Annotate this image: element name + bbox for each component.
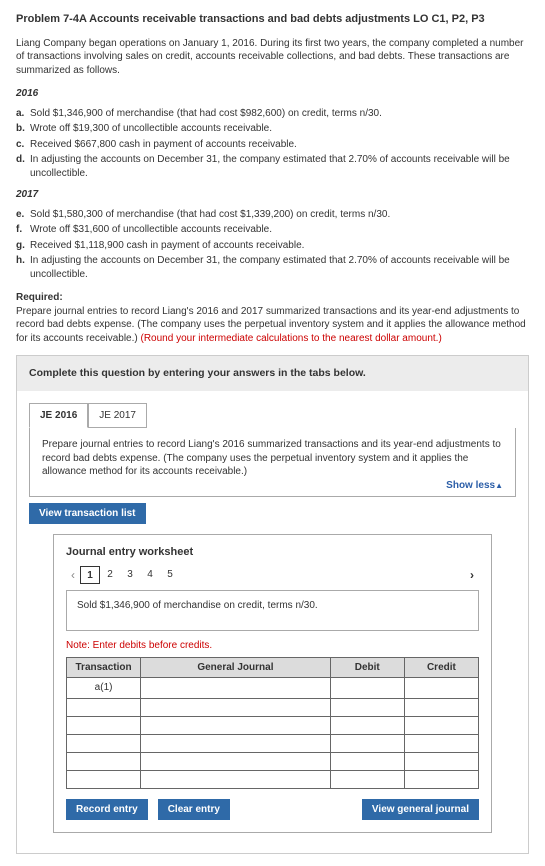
cell-transaction[interactable]	[67, 698, 141, 716]
year-2017-header: 2017	[16, 188, 529, 202]
tab-desc-text: Prepare journal entries to record Liang'…	[42, 439, 501, 477]
cell-debit[interactable]	[330, 770, 404, 788]
item-letter: e.	[16, 208, 30, 222]
view-general-journal-button[interactable]: View general journal	[362, 799, 479, 820]
item-letter: h.	[16, 254, 30, 281]
page-5[interactable]: 5	[160, 566, 180, 584]
cell-credit[interactable]	[404, 734, 478, 752]
cell-transaction[interactable]	[67, 716, 141, 734]
cell-debit[interactable]	[330, 734, 404, 752]
table-row	[67, 734, 479, 752]
tab-je-2017[interactable]: JE 2017	[88, 403, 147, 429]
cell-account[interactable]	[141, 770, 331, 788]
journal-entry-worksheet: Journal entry worksheet ‹ 1 2 3 4 5 › So…	[53, 534, 492, 833]
cell-debit[interactable]	[330, 678, 404, 699]
table-row	[67, 752, 479, 770]
item-text: Wrote off $31,600 of uncollectible accou…	[30, 223, 529, 237]
cell-account[interactable]	[141, 734, 331, 752]
col-debit: Debit	[330, 657, 404, 678]
cell-debit[interactable]	[330, 752, 404, 770]
chevron-up-icon: ▲	[495, 481, 503, 490]
cell-debit[interactable]	[330, 698, 404, 716]
show-less-toggle[interactable]: Show less▲	[42, 479, 503, 493]
debits-before-credits-note: Note: Enter debits before credits.	[66, 639, 479, 653]
item-letter: d.	[16, 153, 30, 180]
cell-transaction[interactable]	[67, 752, 141, 770]
entry-pager: ‹ 1 2 3 4 5 ›	[66, 566, 479, 584]
year-2016-header: 2016	[16, 87, 529, 101]
cell-account[interactable]	[141, 678, 331, 699]
show-less-label: Show less	[446, 480, 495, 491]
col-general-journal: General Journal	[141, 657, 331, 678]
cell-credit[interactable]	[404, 698, 478, 716]
cell-credit[interactable]	[404, 752, 478, 770]
cell-credit[interactable]	[404, 678, 478, 699]
transactions-2016: a.Sold $1,346,900 of merchandise (that h…	[16, 107, 529, 181]
tab-je-2016[interactable]: JE 2016	[29, 403, 88, 429]
table-row: a(1)	[67, 678, 479, 699]
card-instruction: Complete this question by entering your …	[17, 356, 528, 390]
item-letter: c.	[16, 138, 30, 152]
required-header: Required:	[16, 291, 529, 305]
view-transaction-list-button[interactable]: View transaction list	[29, 503, 146, 524]
chevron-right-icon[interactable]: ›	[465, 567, 479, 583]
cell-transaction[interactable]: a(1)	[67, 678, 141, 699]
cell-account[interactable]	[141, 698, 331, 716]
page-3[interactable]: 3	[120, 566, 140, 584]
item-text: In adjusting the accounts on December 31…	[30, 153, 529, 180]
page-1[interactable]: 1	[80, 566, 100, 584]
intro-text: Liang Company began operations on Januar…	[16, 37, 529, 78]
answer-card: Complete this question by entering your …	[16, 355, 529, 854]
cell-transaction[interactable]	[67, 770, 141, 788]
item-letter: f.	[16, 223, 30, 237]
required-note: (Round your intermediate calculations to…	[141, 333, 442, 344]
item-text: Received $1,118,900 cash in payment of a…	[30, 239, 529, 253]
journal-table: Transaction General Journal Debit Credit…	[66, 657, 479, 789]
entry-description: Sold $1,346,900 of merchandise on credit…	[66, 590, 479, 632]
table-row	[67, 716, 479, 734]
record-entry-button[interactable]: Record entry	[66, 799, 148, 820]
item-letter: g.	[16, 239, 30, 253]
item-letter: a.	[16, 107, 30, 121]
problem-title: Problem 7-4A Accounts receivable transac…	[16, 12, 529, 27]
col-transaction: Transaction	[67, 657, 141, 678]
col-credit: Credit	[404, 657, 478, 678]
cell-debit[interactable]	[330, 716, 404, 734]
transactions-2017: e.Sold $1,580,300 of merchandise (that h…	[16, 208, 529, 282]
cell-transaction[interactable]	[67, 734, 141, 752]
year-tabs: JE 2016 JE 2017	[29, 403, 516, 429]
chevron-left-icon[interactable]: ‹	[66, 567, 80, 583]
cell-credit[interactable]	[404, 770, 478, 788]
cell-account[interactable]	[141, 752, 331, 770]
page-4[interactable]: 4	[140, 566, 160, 584]
item-letter: b.	[16, 122, 30, 136]
item-text: Sold $1,346,900 of merchandise (that had…	[30, 107, 529, 121]
item-text: Sold $1,580,300 of merchandise (that had…	[30, 208, 529, 222]
tab-description: Prepare journal entries to record Liang'…	[29, 428, 516, 497]
cell-credit[interactable]	[404, 716, 478, 734]
table-row	[67, 770, 479, 788]
item-text: Wrote off $19,300 of uncollectible accou…	[30, 122, 529, 136]
page-2[interactable]: 2	[100, 566, 120, 584]
clear-entry-button[interactable]: Clear entry	[158, 799, 230, 820]
required-text: Prepare journal entries to record Liang'…	[16, 305, 529, 346]
item-text: In adjusting the accounts on December 31…	[30, 254, 529, 281]
item-text: Received $667,800 cash in payment of acc…	[30, 138, 529, 152]
cell-account[interactable]	[141, 716, 331, 734]
table-row	[67, 698, 479, 716]
worksheet-title: Journal entry worksheet	[66, 545, 479, 560]
